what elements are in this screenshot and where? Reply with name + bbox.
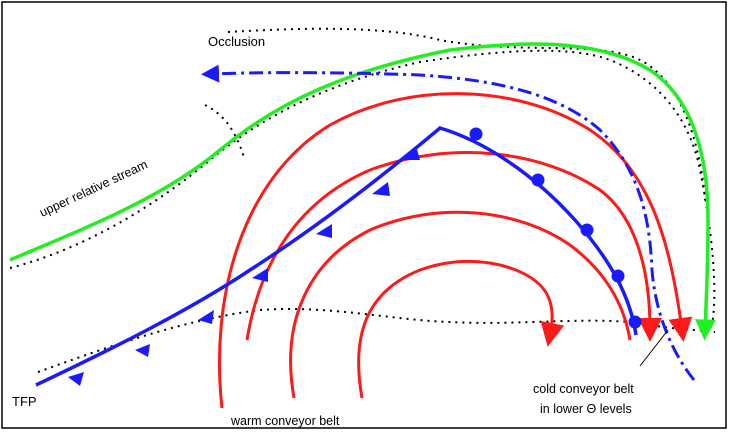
cold-conveyor-belt-label-line1: cold conveyor belt xyxy=(533,382,634,396)
front-semicircle xyxy=(580,223,594,237)
upper-relative-stream-line xyxy=(9,42,716,341)
cold-conveyor-leader-line xyxy=(639,329,669,367)
cold-conveyor-belt-label-line2: in lower Θ levels xyxy=(540,402,632,416)
front-triangle xyxy=(198,310,214,324)
occlusion-dotted-line xyxy=(227,27,706,201)
upper-relative-stream-label: upper relative stream xyxy=(37,157,149,219)
front-semicircle xyxy=(469,127,483,141)
warm-conveyor-arc-inner xyxy=(357,259,565,399)
front-semicircle xyxy=(531,173,545,187)
lower-dotted-boundary xyxy=(37,307,716,373)
front-triangle xyxy=(68,372,84,386)
warm-conveyor-arc-outer xyxy=(218,92,693,409)
warm-conveyor-arc-second xyxy=(245,151,662,342)
warm-front-semicircles xyxy=(469,127,642,329)
cold-conveyor-belt-line xyxy=(201,64,696,381)
cold-front-triangles xyxy=(68,146,420,386)
front-semicircle xyxy=(611,269,625,283)
front-triangle xyxy=(252,268,268,282)
front-triangle xyxy=(372,182,390,196)
warm-conveyor-belt-label: warm conveyor belt xyxy=(230,414,340,428)
warm-conveyor-arc-third xyxy=(289,210,632,399)
front-triangle xyxy=(403,146,420,160)
occlusion-label: Occlusion xyxy=(208,34,265,49)
front-triangle xyxy=(135,344,150,357)
warm-conveyor-arcs xyxy=(218,92,693,409)
tfp-label: TFP xyxy=(12,394,37,409)
occlusion-hook-dotted xyxy=(204,104,245,159)
front-semicircle xyxy=(628,315,642,329)
dotted-boundaries xyxy=(9,27,716,373)
front-triangle xyxy=(316,224,332,238)
